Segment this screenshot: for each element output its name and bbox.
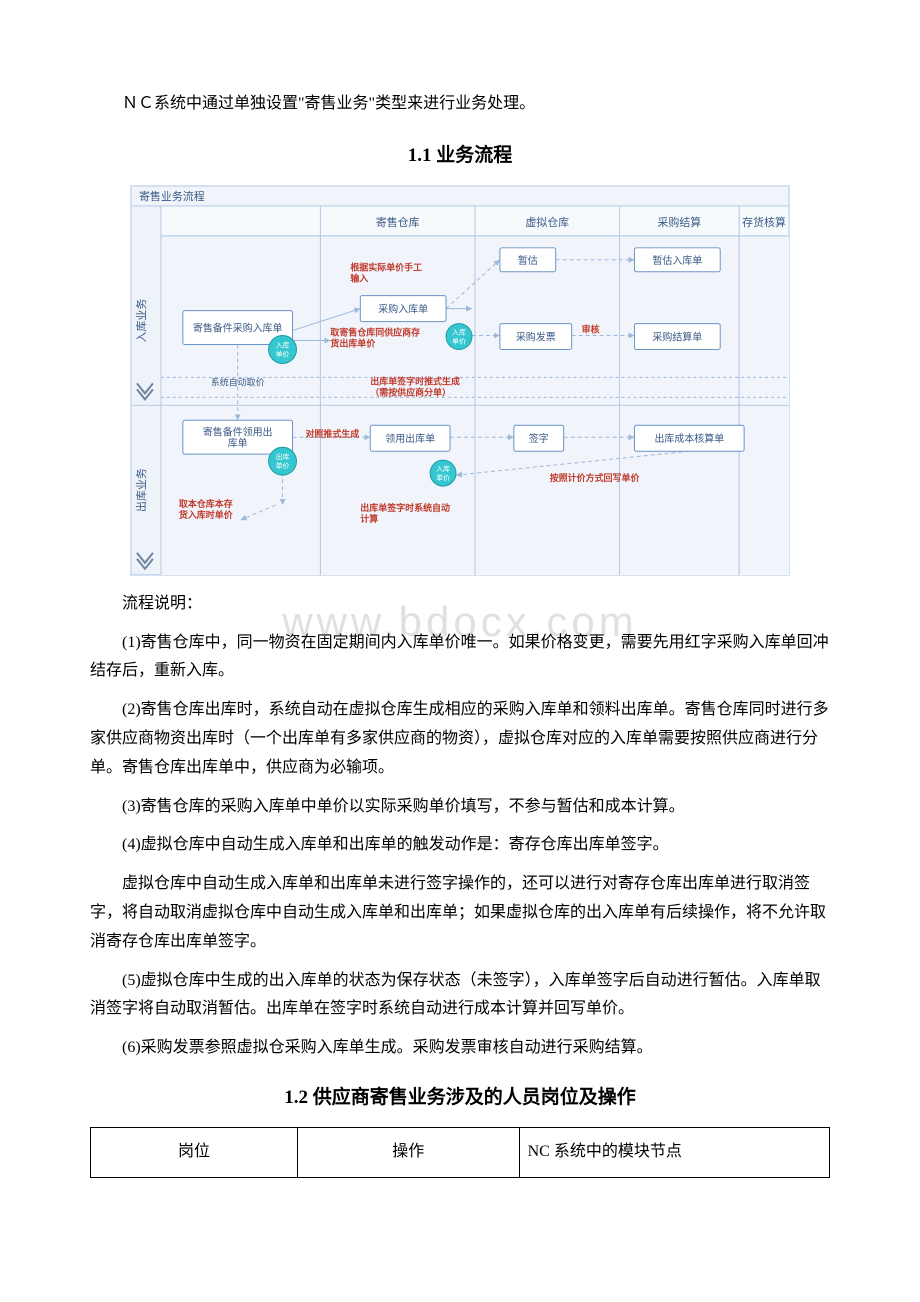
- svg-text:入库: 入库: [276, 340, 290, 349]
- svg-text:采购结算单: 采购结算单: [652, 331, 702, 344]
- svg-text:计算: 计算: [360, 513, 378, 524]
- svg-text:虚拟仓库: 虚拟仓库: [525, 215, 569, 229]
- svg-text:寄售备件采购入库单: 寄售备件采购入库单: [193, 322, 283, 335]
- flow-diagram: 寄售业务流程寄售仓库虚拟仓库采购结算存货核算入库业务出库业务寄售备件采购入库单入…: [130, 185, 790, 576]
- svg-text:暂估: 暂估: [518, 254, 538, 267]
- paragraph-7: (6)采购发票参照虚拟仓采购入库单生成。采购发票审核自动进行采购结算。: [90, 1034, 830, 1063]
- svg-text:入库: 入库: [436, 464, 450, 473]
- paragraph-4: (4)虚拟仓库中自动生成入库单和出库单的触发动作是：寄存仓库出库单签字。: [90, 831, 830, 860]
- svg-text:单价: 单价: [276, 461, 290, 470]
- svg-text:系统自动取价: 系统自动取价: [211, 376, 265, 387]
- section-1-1-title: 1.1 业务流程: [90, 139, 830, 173]
- svg-text:出库单签字时系统自动: 出库单签字时系统自动: [360, 502, 450, 513]
- svg-text:对照推式生成: 对照推式生成: [305, 428, 359, 439]
- svg-text:输入: 输入: [350, 273, 368, 284]
- svg-text:寄售备件领用出: 寄售备件领用出: [203, 426, 273, 439]
- svg-text:出库: 出库: [276, 452, 290, 461]
- svg-text:寄售业务流程: 寄售业务流程: [139, 189, 205, 203]
- svg-text:根据实际单价手工: 根据实际单价手工: [350, 262, 422, 273]
- paragraph-5: 虚拟仓库中自动生成入库单和出库单未进行签字操作的，还可以进行对寄存仓库出库单进行…: [90, 870, 830, 956]
- flow-diagram-container: 寄售业务流程寄售仓库虚拟仓库采购结算存货核算入库业务出库业务寄售备件采购入库单入…: [130, 185, 790, 576]
- svg-text:取本仓库本存: 取本仓库本存: [179, 498, 233, 509]
- svg-text:库单: 库单: [228, 437, 248, 450]
- svg-text:单价: 单价: [276, 349, 290, 358]
- svg-text:审核: 审核: [582, 324, 600, 335]
- svg-text:按照计价方式回写单价: 按照计价方式回写单价: [550, 472, 641, 483]
- svg-text:出库单签字时推式生成: 出库单签字时推式生成: [370, 375, 460, 386]
- paragraph-2: (2)寄售仓库出库时，系统自动在虚拟仓库生成相应的采购入库单和领料出库单。寄售仓…: [90, 696, 830, 782]
- table-header-module: NC 系统中的模块节点: [519, 1128, 829, 1178]
- svg-text:签字: 签字: [529, 432, 549, 445]
- intro-text: ＮＣ系统中通过单独设置"寄售业务"类型来进行业务处理。: [90, 90, 830, 119]
- svg-text:取寄售仓库同供应商存: 取寄售仓库同供应商存: [330, 327, 420, 338]
- paragraph-6: (5)虚拟仓库中生成的出入库单的状态为保存状态（未签字），入库单签字后自动进行暂…: [90, 967, 830, 1025]
- role-table-container: 岗位 操作 NC 系统中的模块节点: [90, 1127, 830, 1178]
- table-row: 岗位 操作 NC 系统中的模块节点: [91, 1128, 830, 1178]
- svg-text:采购入库单: 采购入库单: [378, 303, 428, 316]
- svg-text:采购发票: 采购发票: [516, 331, 556, 344]
- svg-text:入库: 入库: [452, 328, 466, 337]
- svg-text:领用出库单: 领用出库单: [385, 432, 435, 445]
- svg-text:（需按供应商分单）: （需按供应商分单）: [370, 386, 451, 397]
- section-1-2-title: 1.2 供应商寄售业务涉及的人员岗位及操作: [90, 1081, 830, 1115]
- svg-text:寄售仓库: 寄售仓库: [376, 215, 420, 229]
- svg-text:采购结算: 采购结算: [657, 215, 701, 229]
- svg-text:单价: 单价: [452, 337, 466, 346]
- svg-text:出库业务: 出库业务: [134, 468, 148, 512]
- svg-text:存货核算: 存货核算: [742, 215, 786, 229]
- role-table: 岗位 操作 NC 系统中的模块节点: [90, 1127, 830, 1178]
- paragraph-1: (1)寄售仓库中，同一物资在固定期间内入库单价唯一。如果价格变更，需要先用红字采…: [90, 629, 830, 687]
- svg-text:出库成本核算单: 出库成本核算单: [654, 432, 724, 445]
- table-header-role: 岗位: [91, 1128, 298, 1178]
- flow-caption: 流程说明：: [90, 590, 830, 619]
- svg-text:单价: 单价: [436, 473, 450, 482]
- svg-text:货出库单价: 货出库单价: [330, 337, 376, 348]
- svg-text:暂估入库单: 暂估入库单: [652, 254, 702, 267]
- table-header-op: 操作: [297, 1128, 519, 1178]
- svg-text:入库业务: 入库业务: [135, 299, 148, 343]
- paragraph-3: (3)寄售仓库的采购入库单中单价以实际采购单价填写，不参与暂估和成本计算。: [90, 793, 830, 822]
- svg-text:货入库时单价: 货入库时单价: [179, 509, 234, 520]
